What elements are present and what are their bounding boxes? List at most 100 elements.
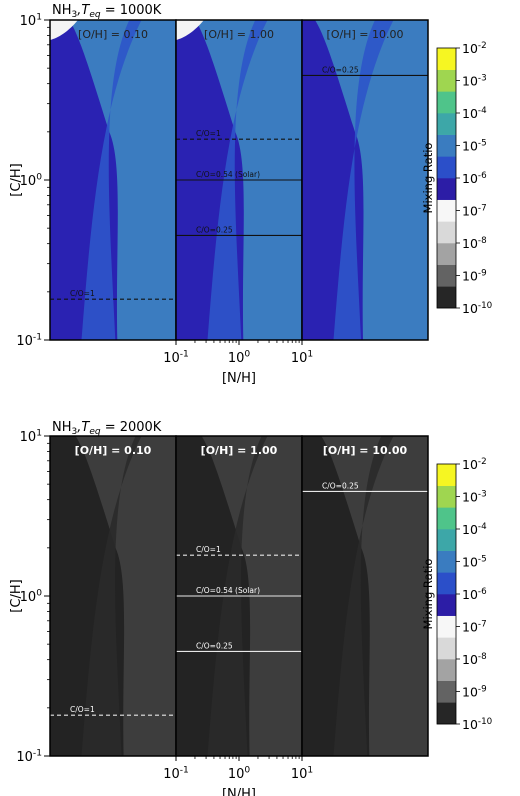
- colorbar-segment: [437, 91, 456, 114]
- contour-band-mid: [81, 436, 142, 756]
- contour-band-mid: [81, 20, 142, 340]
- panel-oh-1: [O/H] = 1.00 C/O=1 C/O=0.54 (Solar) C/O=0.2…: [175, 435, 303, 757]
- y-tick-label: 100: [20, 173, 43, 189]
- panel-frame: [301, 19, 429, 341]
- colorbar-segment: [437, 464, 456, 486]
- panel-label: [O/H] = 0.10: [75, 444, 152, 457]
- x-tick-label: 100: [228, 766, 251, 782]
- colorbar-segment: [437, 615, 456, 638]
- co-line-label: C/O=1: [70, 289, 95, 298]
- chart-title: NH3,Teq = 2000K: [52, 420, 162, 437]
- colorbar-segment: [437, 264, 456, 287]
- colorbar-segment: [437, 48, 456, 70]
- panel-label: [O/H] = 0.10: [78, 28, 148, 41]
- colorbar-tick-label: 10-8: [462, 236, 487, 251]
- colorbar-tick-label: 10-6: [462, 171, 487, 186]
- y-tick-label: 100: [20, 589, 43, 605]
- co-line-label: C/O=0.54 (Solar): [196, 586, 260, 595]
- panel-oh-1: [O/H] = 1.00 C/O=1 C/O=0.54 (Solar) C/O=0.2…: [175, 19, 303, 341]
- colorbar-segment: [437, 572, 456, 595]
- co-line-label: C/O=0.54 (Solar): [196, 170, 260, 179]
- panel-oh-2: [O/H] = 10.00 C/O=0.25: [301, 19, 429, 341]
- panel-oh-2: [O/H] = 10.00 C/O=0.25: [301, 435, 429, 757]
- x-tick-label: 100: [228, 350, 251, 366]
- colorbar-segment: [437, 550, 456, 573]
- colorbar-tick-label: 10-5: [462, 554, 487, 569]
- colorbar-segment: [437, 199, 456, 222]
- y-axis-label: [C/H]: [9, 163, 24, 196]
- contour-band-mid: [333, 436, 394, 756]
- chart-title: NH3,Teq = 1000K: [52, 3, 162, 20]
- x-tick-label: 101: [291, 350, 313, 366]
- colorbar-tick-label: 10-9: [462, 268, 487, 283]
- colorbar-segment: [437, 178, 456, 200]
- colorbar-tick-label: 10-4: [462, 106, 487, 121]
- contour-band-mid: [207, 20, 268, 340]
- colorbar-label: Mixing Ratio: [421, 143, 435, 214]
- contour-band-high: [69, 20, 176, 340]
- panel-label: [O/H] = 1.00: [204, 28, 274, 41]
- colorbar-tick-label: 10-6: [462, 587, 487, 602]
- panel-oh-0: [O/H] = 0.10 C/O=1: [49, 435, 177, 757]
- colorbar-tick-label: 10-8: [462, 652, 487, 667]
- colorbar-segment: [437, 637, 456, 660]
- colorbar-segment: [437, 680, 456, 703]
- x-tick-label: 10-1: [163, 350, 189, 366]
- contour-band-high: [315, 20, 428, 340]
- colorbar-tick-label: 10-5: [462, 138, 487, 153]
- colorbar-tick-label: 10-2: [462, 457, 487, 472]
- colorbar-tick-label: 10-7: [462, 619, 487, 634]
- colorbar-segment: [437, 659, 456, 681]
- colorbar-segment: [437, 113, 456, 135]
- chart-2000k: NH3,Teq = 2000K[O/H] = 0.10C/O=1[O/H] = …: [9, 420, 492, 796]
- contour-band-high: [321, 436, 428, 756]
- x-tick-label: 10-1: [163, 766, 189, 782]
- y-tick-label: 101: [20, 429, 42, 445]
- colorbar-tick-label: 10-7: [462, 203, 487, 218]
- y-tick-label: 101: [20, 13, 42, 29]
- panel-label: [O/H] = 10.00: [323, 444, 408, 457]
- contour-band-mid: [333, 20, 394, 340]
- colorbar-segment: [437, 243, 456, 265]
- co-line-label: C/O=0.25: [196, 225, 233, 234]
- colorbar-tick-label: 10-4: [462, 522, 487, 537]
- co-line-label: C/O=1: [70, 705, 95, 714]
- co-line-label: C/O=0.25: [196, 641, 233, 650]
- panel-frame: [301, 435, 429, 757]
- x-axis-label: [N/H]: [222, 787, 256, 796]
- panel-label: [O/H] = 1.00: [201, 444, 278, 457]
- contour-corner: [176, 20, 204, 40]
- colorbar-segment: [437, 134, 456, 157]
- x-tick-label: 101: [291, 766, 313, 782]
- colorbar-segment: [437, 702, 456, 725]
- co-line-label: C/O=0.25: [322, 65, 359, 74]
- colorbar-segment: [437, 594, 456, 616]
- colorbar-tick-label: 10-9: [462, 684, 487, 699]
- y-tick-label: 10-1: [16, 333, 42, 349]
- colorbar-segment: [437, 69, 456, 92]
- y-tick-label: 10-1: [16, 749, 42, 765]
- colorbar-segment: [437, 485, 456, 508]
- colorbar-segment: [437, 156, 456, 179]
- panel-label: [O/H] = 10.00: [327, 28, 404, 41]
- colorbar-segment: [437, 507, 456, 530]
- colorbar-segment: [437, 529, 456, 551]
- colorbar-tick-label: 10-10: [462, 717, 492, 732]
- x-axis-label: [N/H]: [222, 371, 256, 386]
- y-axis-label: [C/H]: [9, 579, 24, 612]
- colorbar-tick-label: 10-10: [462, 301, 492, 316]
- colorbar-segment: [437, 286, 456, 309]
- colorbar-tick-label: 10-3: [462, 489, 487, 504]
- panel-oh-0: [O/H] = 0.10 C/O=1: [49, 19, 177, 341]
- colorbar-segment: [437, 221, 456, 244]
- co-line-label: C/O=1: [196, 129, 221, 138]
- colorbar-tick-label: 10-3: [462, 73, 487, 88]
- colorbar-label: Mixing Ratio: [421, 559, 435, 630]
- co-line-label: C/O=1: [196, 545, 221, 554]
- chart-1000k: NH3,Teq = 1000K[O/H] = 0.10C/O=1[O/H] = …: [9, 3, 492, 386]
- colorbar-tick-label: 10-2: [462, 41, 487, 56]
- contour-corner: [50, 20, 78, 40]
- co-line-label: C/O=0.25: [322, 481, 359, 490]
- contour-band-high: [75, 436, 176, 756]
